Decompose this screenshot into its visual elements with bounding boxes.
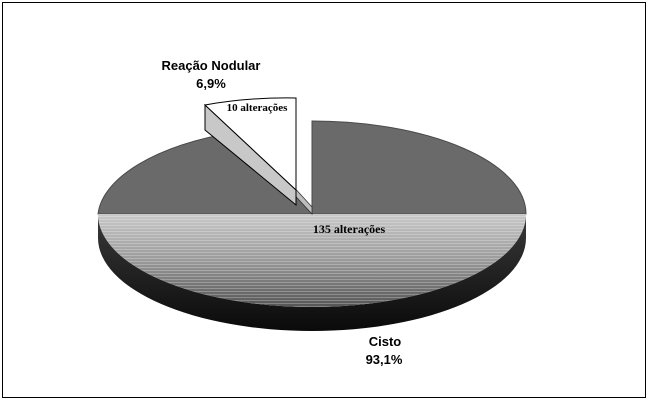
label-reacao-percent: 6,9% <box>196 76 226 91</box>
label-cisto-percent: 93,1% <box>366 352 403 367</box>
slice-cisto-lower-lines <box>98 214 526 307</box>
label-cisto-name: Cisto <box>369 334 402 349</box>
slice-reacao-nodular <box>203 97 297 192</box>
label-reacao-name: Reação Nodular <box>162 58 261 73</box>
label-cisto-count: 135 alterações <box>313 222 386 236</box>
slice-cisto <box>97 120 527 216</box>
pie-side <box>98 214 526 331</box>
label-reacao-count: 10 alterações <box>227 102 288 114</box>
